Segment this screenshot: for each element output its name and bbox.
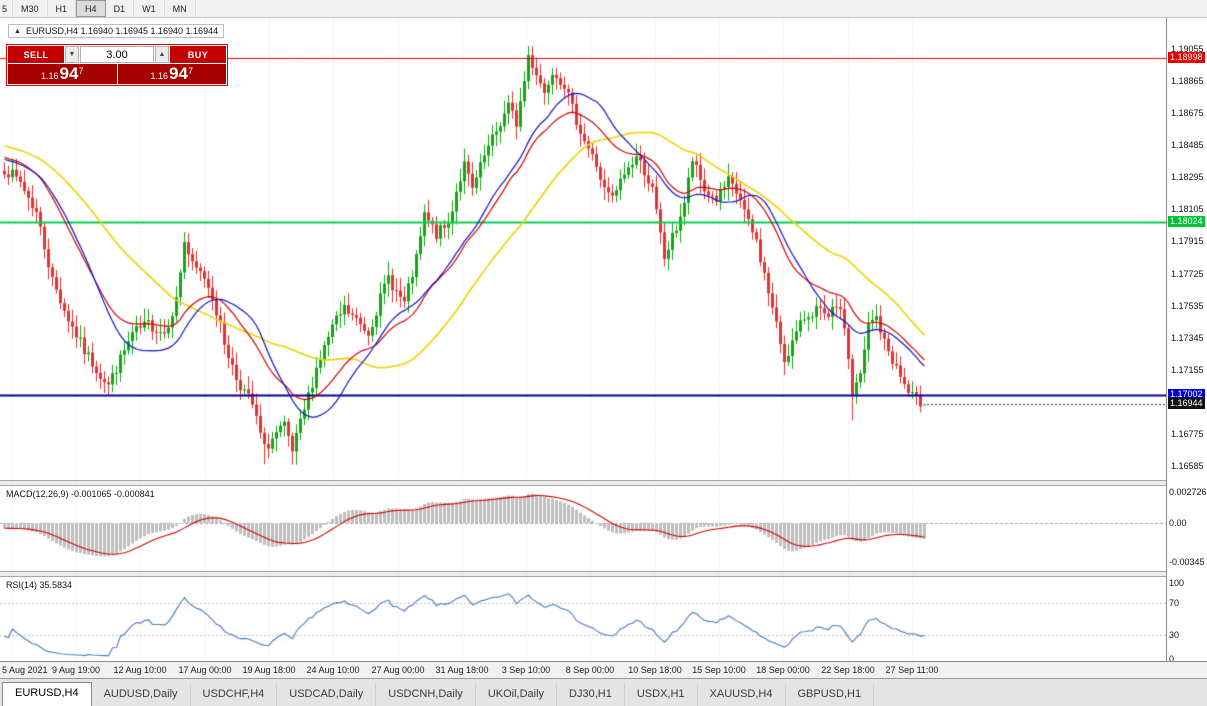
trade-panel-prices: 1.16 94 7 1.16 94 7 — [7, 64, 227, 85]
rsi-axis-tick: 30 — [1169, 630, 1180, 640]
macd-axis-tick: 0.00 — [1169, 518, 1187, 528]
timeframe-button-m30[interactable]: M30 — [13, 0, 48, 17]
chart-ohlc-text: EURUSD,H4 1.16940 1.16945 1.16940 1.1694… — [25, 26, 219, 36]
time-axis-label: 17 Aug 00:00 — [178, 665, 232, 675]
sell-price-sup: 7 — [78, 66, 84, 76]
buy-price-small: 1.16 — [150, 71, 169, 81]
time-axis-label: 5 Aug 2021 — [2, 665, 48, 675]
macd-axis-tick: 0.002726 — [1169, 486, 1207, 497]
rsi-axis-tick: 100 — [1169, 578, 1185, 588]
price-chart-canvas[interactable] — [0, 18, 1166, 480]
chart-tabs-bar: EURUSD,H4 AUDUSD,Daily USDCHF,H4 USDCAD,Dai… — [0, 678, 1207, 706]
price-line-badge: 1.17002 — [1168, 388, 1205, 400]
macd-panel-canvas[interactable] — [0, 486, 1166, 571]
time-axis-label: 27 Sep 11:00 — [885, 665, 939, 675]
volume-increment-button[interactable]: ▲ — [155, 46, 169, 63]
price-axis-tick: 1.16775 — [1171, 429, 1204, 440]
chart-tab-ukoil-daily[interactable]: UKOil,Daily — [476, 684, 558, 706]
price-axis-tick: 1.16585 — [1171, 461, 1204, 472]
price-axis-tick: 1.18105 — [1171, 204, 1204, 215]
sell-button[interactable]: SELL — [8, 46, 64, 63]
timeframe-button-mn[interactable]: MN — [165, 0, 196, 17]
buy-price-display[interactable]: 1.16 94 7 — [117, 64, 226, 84]
time-axis-label: 18 Sep 00:00 — [756, 665, 810, 675]
price-axis-tick: 1.18675 — [1171, 108, 1204, 119]
price-axis-tick: 1.17725 — [1171, 268, 1204, 279]
price-line-badge: 1.16944 — [1168, 398, 1205, 410]
time-axis-label: 31 Aug 18:00 — [435, 665, 489, 675]
price-axis-tick: 1.18485 — [1171, 140, 1204, 151]
chart-tab-usdcnh-daily[interactable]: USDCNH,Daily — [376, 684, 476, 706]
rsi-panel-canvas[interactable] — [0, 577, 1166, 661]
price-axis-tick: 1.17915 — [1171, 236, 1204, 247]
price-line-badge: 1.18998 — [1168, 51, 1205, 63]
price-axis-tick: 1.17345 — [1171, 332, 1204, 343]
buy-price-big: 94 — [169, 64, 188, 83]
volume-decrement-button[interactable]: ▼ — [65, 46, 79, 63]
trade-panel-controls: SELL ▼ ▲ BUY — [7, 45, 227, 64]
timeframe-button-w1[interactable]: W1 — [134, 0, 165, 17]
macd-indicator-label: MACD(12,26,9) -0.001065 -0.000841 — [6, 489, 155, 499]
time-axis-label: 24 Aug 10:00 — [306, 665, 360, 675]
price-axis-tick: 1.18865 — [1171, 75, 1204, 86]
price-axis-tick: 1.18295 — [1171, 172, 1204, 183]
time-axis-label: 12 Aug 10:00 — [113, 665, 167, 675]
price-axis-tick: 1.17155 — [1171, 364, 1204, 375]
price-axis[interactable]: 1.19055 1.18865 1.18675 1.18485 1.18295 1.181… — [1166, 18, 1207, 661]
chart-tab-usdx-h1[interactable]: USDX,H1 — [625, 684, 698, 706]
rsi-axis-tick: 0 — [1169, 654, 1175, 661]
rsi-indicator-label: RSI(14) 35.5834 — [6, 580, 73, 590]
time-axis-label: 22 Sep 18:00 — [821, 665, 875, 675]
chart-tab-eurusd-h4[interactable]: EURUSD,H4 — [2, 682, 92, 706]
price-axis-tick: 1.17535 — [1171, 300, 1204, 311]
buy-price-sup: 7 — [187, 66, 193, 76]
timeframe-toolbar: 5 M30 H1 H4 D1 W1 MN — [0, 0, 1207, 18]
chart-info-label: ▲ EURUSD,H4 1.16940 1.16945 1.16940 1.16… — [8, 24, 225, 38]
sell-price-small: 1.16 — [41, 71, 59, 81]
time-axis-label: 9 Aug 19:00 — [51, 665, 101, 675]
macd-axis-tick: -0.00345 — [1169, 557, 1205, 568]
buy-button[interactable]: BUY — [170, 46, 226, 63]
sell-price-big: 94 — [59, 64, 79, 83]
volume-input[interactable] — [80, 46, 154, 63]
timeframe-button-h4[interactable]: H4 — [76, 0, 106, 17]
chart-tab-xauusd-h4[interactable]: XAUUSD,H4 — [698, 684, 786, 706]
timeframe-button-d1[interactable]: D1 — [106, 0, 135, 17]
time-axis-label: 27 Aug 00:00 — [371, 665, 425, 675]
one-click-toggle-icon[interactable]: ▲ — [14, 27, 21, 35]
time-axis-label: 19 Aug 18:00 — [242, 665, 296, 675]
time-axis-label: 15 Sep 10:00 — [692, 665, 746, 675]
price-line-badge: 1.18024 — [1168, 216, 1205, 228]
price-axis-tick: 1.19055 — [1171, 43, 1204, 54]
time-axis-label: 8 Sep 00:00 — [565, 665, 615, 675]
chart-tab-audusd-daily[interactable]: AUDUSD,Daily — [92, 684, 191, 706]
panel-separator[interactable] — [0, 571, 1166, 577]
time-axis[interactable]: 5 Aug 2021 9 Aug 19:00 12 Aug 10:00 17 Aug … — [0, 661, 1207, 678]
timeframe-button-5[interactable]: 5 — [0, 0, 14, 17]
chart-tab-usdchf-h4[interactable]: USDCHF,H4 — [191, 684, 278, 706]
chart-tab-dj30-h1[interactable]: DJ30,H1 — [557, 684, 625, 706]
timeframe-button-h1[interactable]: H1 — [48, 0, 77, 17]
time-axis-label: 10 Sep 18:00 — [628, 665, 682, 675]
time-axis-label: 3 Sep 10:00 — [501, 665, 551, 675]
chart-tab-usdcad-daily[interactable]: USDCAD,Daily — [277, 684, 377, 706]
panel-separator[interactable] — [0, 480, 1166, 486]
chart-tab-gbpusd-h1[interactable]: GBPUSD,H1 — [786, 684, 875, 706]
sell-price-display[interactable]: 1.16 94 7 — [8, 64, 117, 84]
rsi-axis-tick: 70 — [1169, 598, 1180, 608]
